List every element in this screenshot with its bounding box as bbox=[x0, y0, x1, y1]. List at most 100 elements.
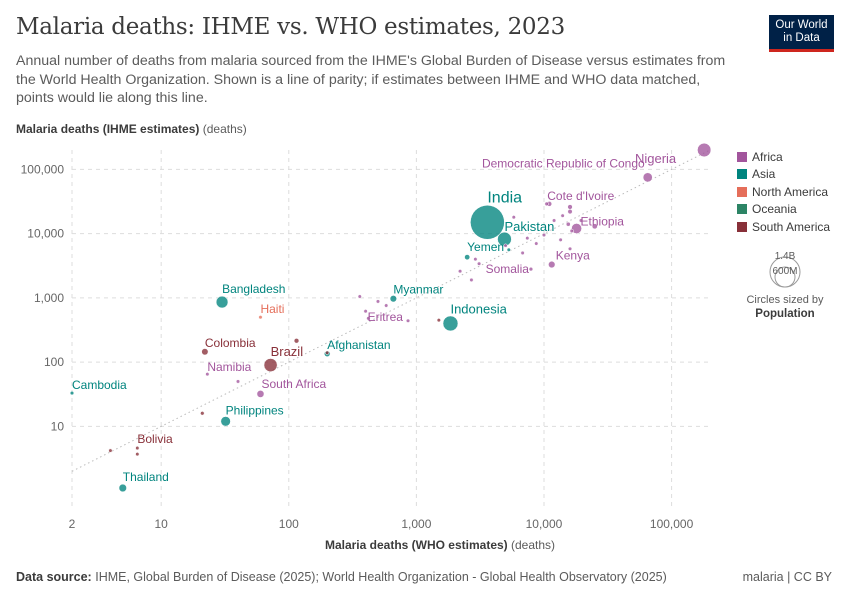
label-indonesia: Indonesia bbox=[450, 301, 507, 316]
label-yemen: Yemen bbox=[467, 240, 504, 254]
x-tick-label: 10 bbox=[155, 517, 169, 531]
legend-item-north-america[interactable]: North America bbox=[737, 183, 830, 201]
x-tick-label: 10,000 bbox=[526, 517, 563, 531]
point bbox=[200, 411, 205, 416]
logo-line1: Our World bbox=[775, 19, 828, 31]
point bbox=[325, 350, 330, 355]
size-legend: 1.4B 600M Circles sized by Population bbox=[740, 250, 830, 321]
label-cote-d-ivoire: Cote d'Ivoire bbox=[547, 189, 614, 203]
point-kenya bbox=[548, 260, 556, 269]
point bbox=[405, 318, 411, 323]
point bbox=[436, 318, 441, 323]
point bbox=[578, 218, 584, 223]
point bbox=[511, 215, 516, 220]
legend-item-south-america[interactable]: South America bbox=[737, 218, 830, 236]
point bbox=[506, 247, 511, 252]
owid-logo[interactable]: Our World in Data bbox=[769, 15, 834, 52]
point bbox=[552, 218, 557, 223]
y-tick-label: 100,000 bbox=[21, 162, 65, 176]
x-tick-label: 100 bbox=[279, 517, 299, 531]
point-democratic-republic-of-congo bbox=[642, 172, 653, 183]
data-source: Data source: IHME, Global Burden of Dise… bbox=[16, 570, 667, 584]
point bbox=[591, 223, 598, 230]
label-democratic-republic-of-congo: Democratic Republic of Congo bbox=[482, 156, 645, 170]
point bbox=[520, 250, 525, 256]
y-axis-label-bold: Malaria deaths (IHME estimates) bbox=[16, 122, 200, 136]
point-india bbox=[470, 205, 505, 240]
label-philippines: Philippines bbox=[226, 403, 284, 417]
chart-subtitle: Annual number of deaths from malaria sou… bbox=[16, 53, 726, 106]
point bbox=[235, 379, 241, 384]
legend-label: South America bbox=[752, 219, 831, 234]
legend-swatch bbox=[737, 221, 747, 232]
legend-label: Africa bbox=[752, 149, 783, 164]
label-thailand: Thailand bbox=[123, 470, 169, 484]
label-myanmar: Myanmar bbox=[393, 283, 443, 297]
point-brazil bbox=[263, 358, 278, 372]
point-philippines bbox=[220, 416, 231, 427]
point bbox=[567, 246, 573, 251]
legend-swatch bbox=[737, 169, 747, 180]
point-cambodia bbox=[69, 390, 75, 396]
point-thailand bbox=[118, 483, 127, 493]
label-pakistan: Pakistan bbox=[504, 219, 554, 234]
size-legend-note: Circles sized by Population bbox=[740, 293, 830, 321]
point bbox=[469, 277, 474, 283]
size-legend-large: 1.4B bbox=[775, 251, 796, 262]
y-axis-label: Malaria deaths (IHME estimates) (deaths) bbox=[16, 122, 247, 136]
y-tick-label: 10 bbox=[51, 419, 65, 433]
label-somalia: Somalia bbox=[486, 262, 530, 276]
legend-swatch bbox=[737, 186, 747, 197]
point-bangladesh bbox=[215, 295, 229, 309]
point bbox=[541, 232, 547, 238]
size-legend-small: 600M bbox=[772, 266, 797, 277]
point bbox=[534, 241, 539, 246]
point bbox=[384, 303, 389, 308]
point bbox=[567, 209, 573, 215]
point-colombia bbox=[201, 348, 209, 356]
size-legend-circles: 1.4B 600M bbox=[769, 251, 801, 288]
legend-label: Asia bbox=[752, 167, 776, 182]
point bbox=[544, 201, 549, 207]
legend-item-oceania[interactable]: Oceania bbox=[737, 201, 830, 219]
label-haiti: Haiti bbox=[260, 302, 284, 316]
label-ethiopia: Ethiopia bbox=[581, 215, 625, 229]
data-source-label: Data source: bbox=[16, 570, 92, 584]
label-kenya: Kenya bbox=[556, 249, 590, 263]
point-yemen bbox=[464, 254, 471, 261]
point-somalia bbox=[528, 266, 534, 272]
point bbox=[560, 213, 565, 218]
point-eritrea bbox=[363, 309, 368, 314]
point-haiti bbox=[258, 315, 263, 320]
point bbox=[567, 204, 573, 210]
x-tick-label: 2 bbox=[69, 517, 76, 531]
x-tick-label: 1,000 bbox=[401, 517, 431, 531]
x-tick-label: 100,000 bbox=[650, 517, 694, 531]
x-axis-label-unit: (deaths) bbox=[511, 538, 556, 552]
size-legend-note-text: Circles sized by bbox=[746, 294, 824, 306]
logo-line2: in Data bbox=[783, 32, 820, 44]
legend-item-africa[interactable]: Africa bbox=[737, 148, 830, 166]
point bbox=[503, 243, 508, 248]
label-colombia: Colombia bbox=[205, 336, 256, 350]
label-bolivia: Bolivia bbox=[137, 432, 173, 446]
point bbox=[357, 294, 362, 299]
point bbox=[525, 236, 530, 241]
legend-swatch bbox=[737, 151, 747, 162]
label-eritrea: Eritrea bbox=[368, 310, 404, 324]
parity-line bbox=[71, 149, 711, 472]
point bbox=[108, 448, 113, 453]
data-source-text: IHME, Global Burden of Disease (2025); W… bbox=[95, 570, 667, 584]
point bbox=[569, 228, 574, 233]
point-ethiopia bbox=[571, 223, 582, 234]
color-legend: Africa Asia North America Oceania South Amer… bbox=[737, 148, 830, 236]
y-tick-label: 10,000 bbox=[27, 227, 64, 241]
point-namibia bbox=[205, 372, 210, 377]
label-nigeria: Nigeria bbox=[635, 151, 677, 166]
point bbox=[135, 452, 140, 457]
legend-label: Oceania bbox=[752, 202, 797, 217]
label-cambodia: Cambodia bbox=[72, 378, 127, 392]
license-text[interactable]: malaria | CC BY bbox=[742, 570, 832, 584]
legend-item-asia[interactable]: Asia bbox=[737, 166, 830, 184]
